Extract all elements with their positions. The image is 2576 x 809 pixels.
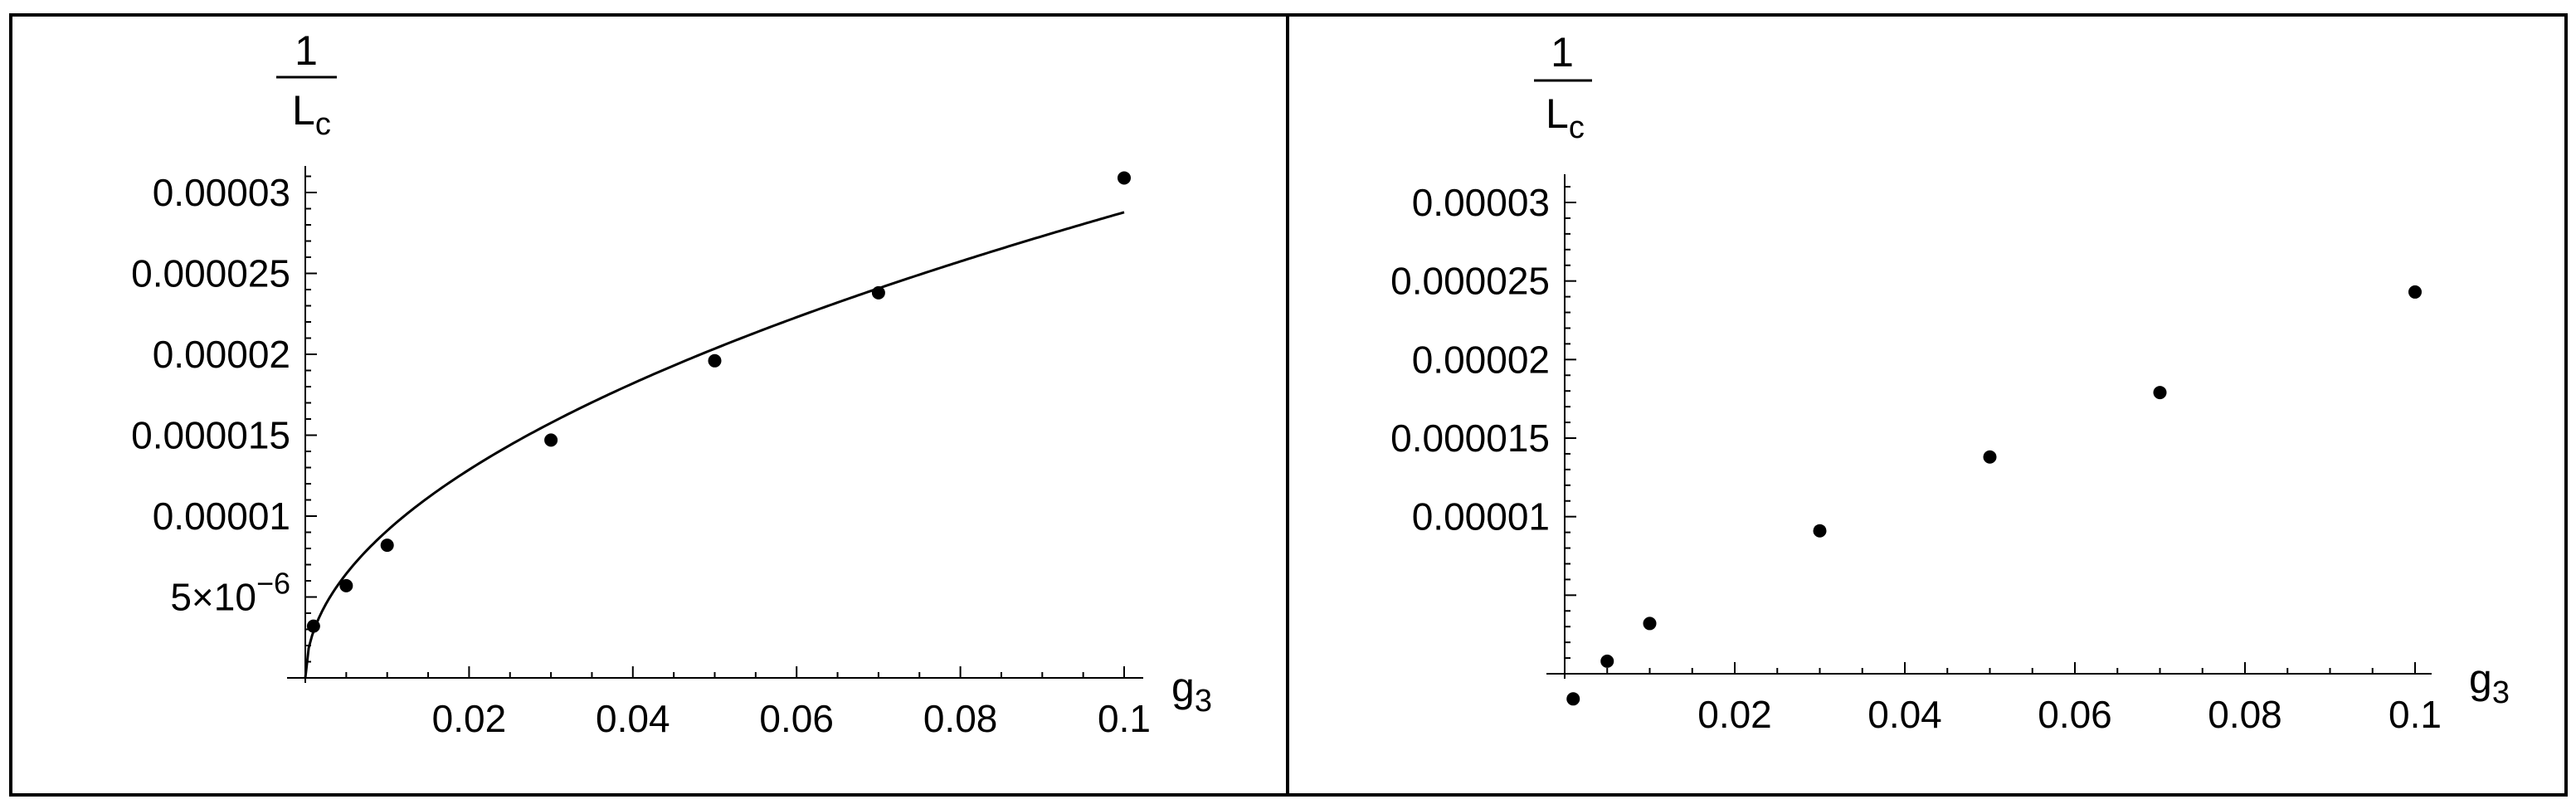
y-tick-label: 0.00003 <box>1412 181 1550 224</box>
y-tick-label: 0.00002 <box>153 333 290 376</box>
data-point <box>1643 616 1657 631</box>
y-tick-label: 0.00001 <box>153 495 290 538</box>
data-point <box>708 353 722 368</box>
y-label-numerator: 1 <box>1551 29 1574 76</box>
x-tick-label: 0.06 <box>759 697 834 740</box>
data-point <box>1118 171 1131 185</box>
x-tick-label: 0.02 <box>1697 693 1772 736</box>
data-point <box>1566 692 1580 706</box>
x-tick-label: 0.04 <box>1867 693 1942 736</box>
y-tick-label: 0.00002 <box>1412 338 1550 381</box>
y-tick-label: 0.00001 <box>1412 495 1550 539</box>
x-tick-label: 0.02 <box>432 697 507 740</box>
x-tick-label: 0.1 <box>1098 697 1151 740</box>
x-tick-label: 0.08 <box>2208 693 2282 736</box>
fit-curve <box>304 211 1125 679</box>
x-tick-label: 0.04 <box>596 697 670 740</box>
data-point <box>1600 654 1614 668</box>
y-tick-label: 0.000025 <box>1390 260 1550 303</box>
data-point <box>380 539 394 553</box>
y-tick-label: 0.000025 <box>131 252 290 295</box>
y-tick-label: 0.000015 <box>1390 417 1550 460</box>
data-point <box>1983 450 1997 464</box>
y-label-denominator: Lc <box>1546 90 1585 145</box>
y-label-numerator: 1 <box>295 27 318 74</box>
x-axis-label: g3 <box>1171 664 1212 719</box>
data-point <box>2408 285 2422 299</box>
x-axis-label: g3 <box>2469 655 2510 710</box>
data-point <box>1813 524 1827 538</box>
y-label-denominator: Lc <box>292 87 331 142</box>
data-point <box>2153 386 2167 400</box>
y-axis-label: 1 Lc <box>1534 29 1592 145</box>
y-tick-label: 5×10−6 <box>170 567 290 619</box>
data-point <box>339 578 353 592</box>
x-tick-label: 0.08 <box>923 697 998 740</box>
x-tick-label: 0.1 <box>2389 693 2442 736</box>
y-tick-label: 0.00003 <box>153 171 290 214</box>
y-axis-label: 1 Lc <box>276 27 337 142</box>
x-tick-label: 0.06 <box>2038 693 2112 736</box>
right-chart-panel: 1 Lc g3 0.02 0.04 0.06 0.08 0.1 0.00001 0.0000… <box>1390 29 2510 736</box>
left-chart-panel: 1 Lc g3 0.02 0.04 0.06 0.08 0.1 5×10−6 0.00001… <box>131 27 1212 740</box>
y-tick-label: 0.000015 <box>131 414 290 457</box>
data-point <box>544 433 558 447</box>
